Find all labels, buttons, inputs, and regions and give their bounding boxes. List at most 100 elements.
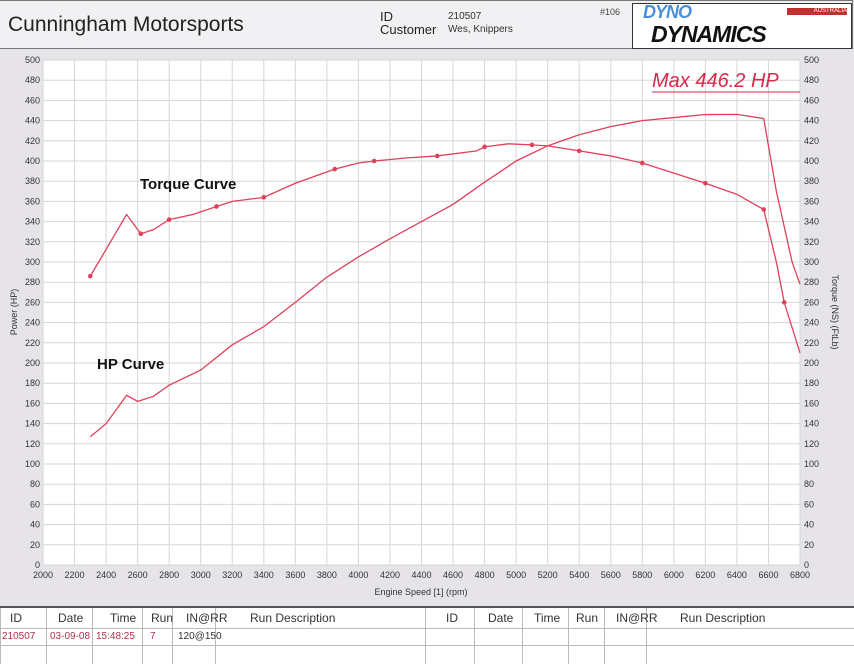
y-tick-label: 260 (25, 297, 40, 307)
logo-top: DYNO (643, 3, 692, 22)
dyno-chart: 2000 2200 2400 2600 2800 3000 3200 3400 3600 3800… (9, 55, 840, 597)
y2-tick-label: 500 (804, 55, 819, 65)
hp-curve-label: HP Curve (97, 356, 164, 373)
x-tick-label: 2400 (96, 570, 116, 580)
y-tick-label: 300 (25, 257, 40, 267)
table-divider (46, 608, 47, 664)
x-tick-label: 5000 (506, 570, 526, 580)
x-tick-label: 3600 (285, 570, 305, 580)
table-cell: 120@150 (178, 631, 222, 642)
x-tick-label: 4400 (411, 570, 431, 580)
table-divider (474, 608, 475, 664)
id-label: ID (380, 9, 393, 24)
x-tick-label: 2000 (33, 570, 53, 580)
y-tick-label: 100 (25, 459, 40, 469)
x-tick-label: 2800 (159, 570, 179, 580)
y2-tick-label: 60 (804, 499, 814, 509)
y2-tick-label: 360 (804, 196, 819, 206)
table-divider (646, 608, 647, 664)
y2-tick-label: 40 (804, 520, 814, 530)
y-tick-label: 360 (25, 196, 40, 206)
table-header: Run Description (250, 611, 336, 625)
y-tick-label: 0 (35, 560, 40, 570)
table-header: Date (58, 611, 84, 625)
y-tick-label: 160 (25, 398, 40, 408)
x-axis-label: Engine Speed [1] (rpm) (374, 587, 467, 597)
x-tick-label: 6200 (695, 570, 715, 580)
y2-tick-label: 280 (804, 277, 819, 287)
id-values: 210507 Wes, Knippers (448, 10, 513, 36)
y-tick-label: 500 (25, 55, 40, 65)
y2-tick-label: 20 (804, 540, 814, 550)
y-tick-label: 340 (25, 217, 40, 227)
table-header: Run (151, 611, 174, 625)
table-cell: 03-09-08 (50, 631, 91, 642)
run-number: #106 (600, 7, 621, 17)
table-divider (142, 608, 143, 664)
y-tick-label: 440 (25, 116, 40, 126)
y2-tick-label: 320 (804, 237, 819, 247)
torque-data-point (88, 273, 93, 279)
x-tick-label: 3000 (191, 570, 211, 580)
y-tick-label: 380 (25, 176, 40, 186)
table-header: Run (576, 611, 599, 625)
y2-tick-label: 240 (804, 318, 819, 328)
y2-tick-label: 460 (804, 95, 819, 105)
x-tick-label: 6600 (758, 570, 778, 580)
y2-tick-label: 100 (804, 459, 819, 469)
y-tick-label: 180 (25, 378, 40, 388)
y-tick-label: 280 (25, 277, 40, 287)
x-tick-label: 6400 (727, 570, 747, 580)
table-header: Time (534, 611, 561, 625)
table-header: ID (10, 611, 22, 625)
ticks: 2000 2200 2400 2600 2800 3000 3200 3400 3600 3800… (25, 55, 819, 580)
customer-value: Wes, Knippers (448, 24, 513, 35)
torque-data-point (703, 180, 708, 186)
table-cell: 210507 (2, 631, 36, 642)
table-divider (172, 608, 173, 664)
y-tick-label: 80 (30, 479, 40, 489)
torque-data-point (166, 217, 172, 222)
table-cell: 7 (150, 631, 156, 642)
torque-data-point (138, 231, 144, 237)
torque-curve-line (89, 143, 801, 354)
torque-data-point (781, 300, 787, 305)
x-tick-label: 5600 (601, 570, 621, 580)
y-tick-label: 420 (25, 136, 40, 146)
y2-tick-label: 480 (804, 75, 819, 85)
torque-data-point (482, 144, 487, 150)
y2-axis-label: Torque (NS) (FtLb) (830, 274, 840, 349)
y2-tick-label: 200 (804, 358, 819, 368)
x-tick-label: 5400 (569, 570, 589, 580)
torque-curve-label: Torque Curve (140, 176, 236, 193)
x-tick-label: 2600 (128, 570, 148, 580)
x-tick-label: 2200 (65, 570, 85, 580)
x-tick-label: 4000 (348, 570, 368, 580)
x-tick-label: 6800 (790, 570, 810, 580)
y-tick-label: 400 (25, 156, 40, 166)
y-tick-label: 460 (25, 95, 40, 105)
y2-tick-label: 180 (804, 378, 819, 388)
customer-label: Customer (380, 22, 437, 37)
y2-tick-label: 340 (804, 217, 819, 227)
table-divider (604, 608, 605, 664)
y-tick-label: 140 (25, 419, 40, 429)
table-row-divider (0, 645, 854, 646)
torque-data-point (434, 153, 440, 159)
y2-tick-label: 80 (804, 479, 814, 489)
torque-data-point (761, 207, 767, 212)
y2-tick-label: 380 (804, 176, 819, 186)
dyno-dynamics-logo: DYNO DYNAMICS AUSTRALIA (632, 3, 852, 49)
logo-sub: AUSTRALIA (787, 8, 847, 15)
company-name: Cunningham Motorsports (8, 13, 244, 36)
id-value: 210507 (448, 11, 482, 22)
torque-data-point (214, 204, 219, 209)
y-tick-label: 320 (25, 237, 40, 247)
x-tick-label: 3200 (222, 570, 242, 580)
table-divider (215, 608, 216, 664)
x-tick-label: 3400 (254, 570, 274, 580)
table-header: Run Description (680, 611, 766, 625)
run-table: ID Date Time Run IN@RR Run Description ID Date T… (0, 606, 854, 664)
y-tick-label: 40 (30, 520, 40, 530)
table-header: Date (488, 611, 514, 625)
